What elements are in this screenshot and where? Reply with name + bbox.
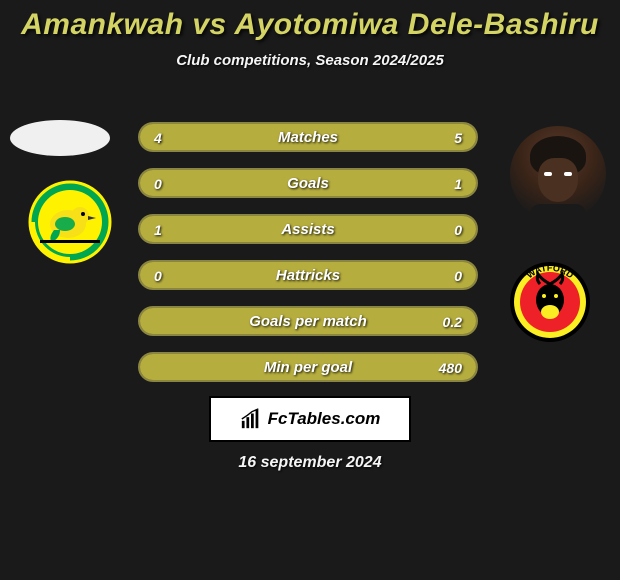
stat-value-right: 0 <box>454 262 462 290</box>
stat-label: Goals <box>140 170 476 198</box>
card-subtitle: Club competitions, Season 2024/2025 <box>0 52 620 69</box>
card-date: 16 september 2024 <box>0 454 620 472</box>
stat-row-mpg: Min per goal 480 <box>138 352 478 382</box>
stat-value-right: 0 <box>454 216 462 244</box>
stat-label: Goals per match <box>140 308 476 336</box>
stat-row-gpm: Goals per match 0.2 <box>138 306 478 336</box>
stat-value-right: 1 <box>454 170 462 198</box>
stat-value-right: 5 <box>454 124 462 152</box>
stat-value-right: 0.2 <box>443 308 462 336</box>
club-right-crest: WATFORD <box>500 260 600 360</box>
stat-row-goals: 0 Goals 1 <box>138 168 478 198</box>
footer-brand-text: FcTables.com <box>268 409 381 429</box>
stat-label: Assists <box>140 216 476 244</box>
stat-row-matches: 4 Matches 5 <box>138 122 478 152</box>
chart-icon <box>240 408 262 430</box>
club-left-crest <box>20 180 120 280</box>
stat-label: Hattricks <box>140 262 476 290</box>
player-right-avatar <box>510 126 610 226</box>
stat-row-assists: 1 Assists 0 <box>138 214 478 244</box>
stat-label: Min per goal <box>140 354 476 382</box>
footer-brand-badge: FcTables.com <box>209 396 411 442</box>
comparison-card: Amankwah vs Ayotomiwa Dele-Bashiru Club … <box>0 0 620 580</box>
card-title: Amankwah vs Ayotomiwa Dele-Bashiru <box>0 8 620 42</box>
stat-label: Matches <box>140 124 476 152</box>
stat-bars: 4 Matches 5 0 Goals 1 1 Assists 0 0 Hatt… <box>138 122 478 398</box>
stat-row-hattricks: 0 Hattricks 0 <box>138 260 478 290</box>
stat-value-right: 480 <box>439 354 462 382</box>
